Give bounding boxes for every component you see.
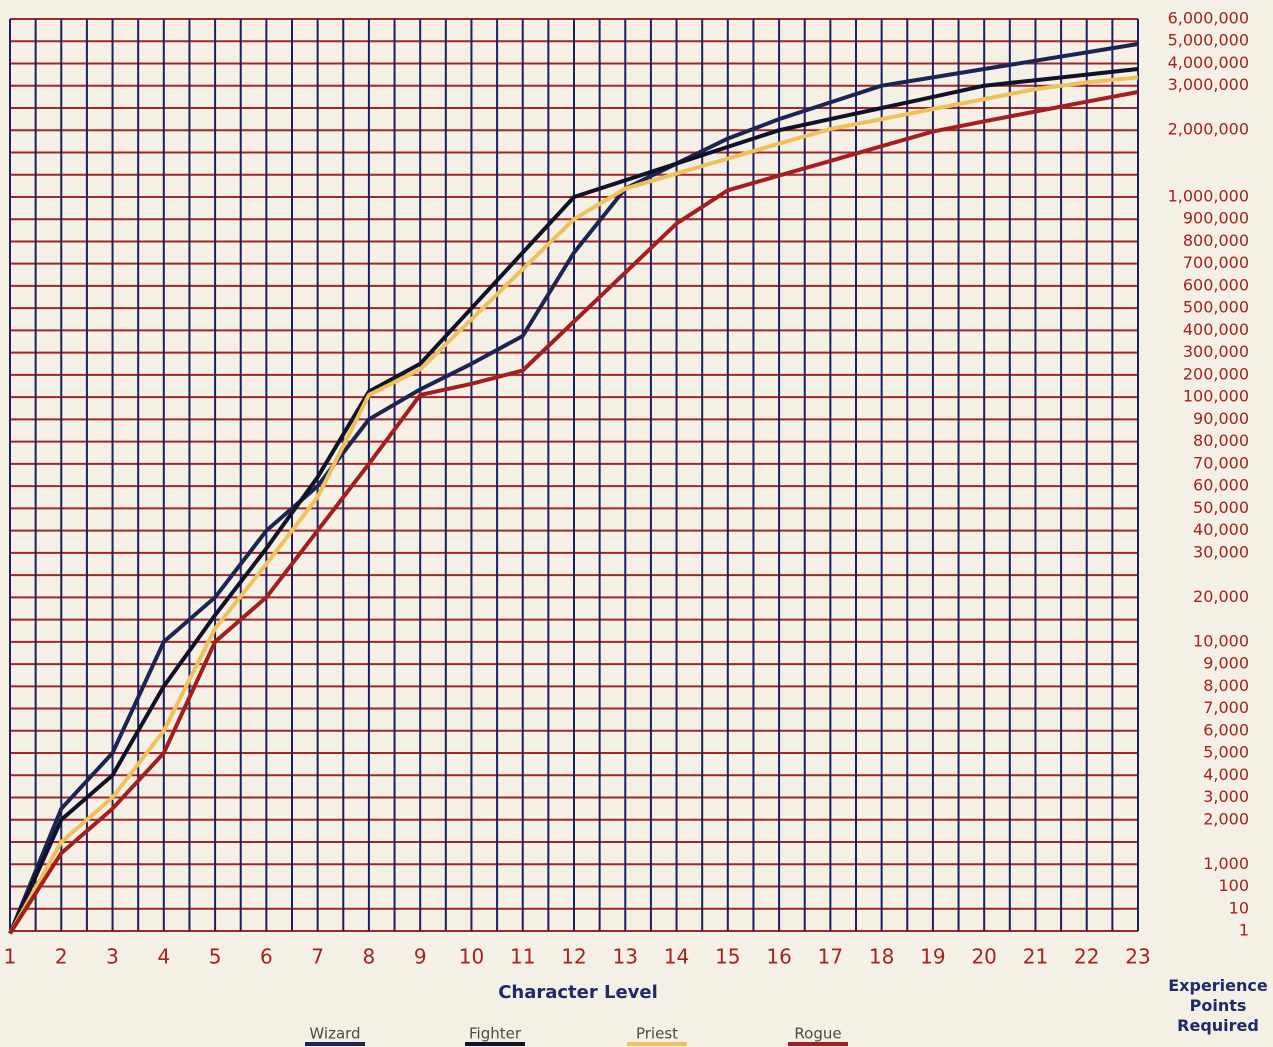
- y-tick-label: 3,000: [1203, 787, 1249, 806]
- y-tick-label: 700,000: [1183, 253, 1249, 272]
- y-tick-label: 5,000: [1203, 743, 1249, 762]
- x-tick-label: 10: [459, 945, 484, 969]
- y-tick-label: 4,000: [1203, 765, 1249, 784]
- y-tick-label: 30,000: [1193, 542, 1249, 561]
- y-tick-label: 800,000: [1183, 231, 1249, 250]
- x-tick-label: 18: [869, 945, 894, 969]
- y-tick-label: 2,000,000: [1168, 120, 1249, 139]
- y-tick-label: 4,000,000: [1168, 53, 1249, 72]
- y-tick-label: 50,000: [1193, 498, 1249, 517]
- legend-label: Wizard: [309, 1025, 360, 1043]
- x-tick-label: 20: [971, 945, 996, 969]
- x-axis-title: Character Level: [498, 982, 658, 1003]
- y-tick-label: 5,000,000: [1168, 31, 1249, 50]
- y-tick-label: 100: [1218, 876, 1249, 895]
- y-tick-label: 6,000: [1203, 720, 1249, 739]
- x-tick-label: 15: [715, 945, 740, 969]
- y-tick-label: 100,000: [1183, 387, 1249, 406]
- x-tick-label: 4: [157, 945, 170, 969]
- series-line: [8, 42, 1139, 935]
- x-tick-label: 16: [766, 945, 791, 969]
- y-tick-label: 10,000: [1193, 631, 1249, 650]
- y-tick-label: 10: [1229, 898, 1249, 917]
- y-tick-label: 300,000: [1183, 342, 1249, 361]
- x-tick-label: 8: [363, 945, 376, 969]
- y-tick-label: 9,000: [1203, 654, 1249, 673]
- y-tick-label: 2,000: [1203, 809, 1249, 828]
- y-tick-label: 70,000: [1193, 453, 1249, 472]
- y-tick-label: 1,000,000: [1168, 186, 1249, 205]
- legend-label: Rogue: [794, 1025, 841, 1043]
- y-tick-label: 1: [1239, 921, 1249, 940]
- x-tick-label: 21: [1023, 945, 1048, 969]
- y-tick-label: 1,000: [1203, 854, 1249, 873]
- x-tick-label: 12: [561, 945, 586, 969]
- x-tick-label: 7: [311, 945, 324, 969]
- y-tick-label: 900,000: [1183, 209, 1249, 228]
- x-tick-label: 5: [209, 945, 222, 969]
- y-tick-label: 200,000: [1183, 364, 1249, 383]
- x-tick-label: 13: [613, 945, 638, 969]
- y-tick-label: 3,000,000: [1168, 75, 1249, 94]
- x-tick-label: 19: [920, 945, 945, 969]
- y-tick-label: 20,000: [1193, 587, 1249, 606]
- x-tick-label: 9: [414, 945, 427, 969]
- y-tick-label: 8,000: [1203, 676, 1249, 695]
- y-tick-label: 80,000: [1193, 431, 1249, 450]
- x-tick-label: 23: [1125, 945, 1150, 969]
- y-tick-label: 7,000: [1203, 698, 1249, 717]
- legend-label: Fighter: [469, 1025, 522, 1043]
- grid: [9, 18, 1139, 932]
- x-tick-label: 22: [1074, 945, 1099, 969]
- x-tick-label: 3: [106, 945, 119, 969]
- y-tick-label: 40,000: [1193, 520, 1249, 539]
- y-tick-label: 500,000: [1183, 298, 1249, 317]
- x-tick-label: 11: [510, 945, 535, 969]
- y-tick-label: 60,000: [1193, 476, 1249, 495]
- y-tick-label: 400,000: [1183, 320, 1249, 339]
- legend-label: Priest: [636, 1025, 678, 1043]
- y-tick-label: 600,000: [1183, 275, 1249, 294]
- x-tick-label: 17: [818, 945, 843, 969]
- x-tick-label: 14: [664, 945, 689, 969]
- y-axis-title: Experience Points Required: [1168, 976, 1268, 1035]
- x-tick-label: 1: [4, 945, 17, 969]
- y-tick-label: 90,000: [1193, 409, 1249, 428]
- series-line: [8, 75, 1139, 935]
- series-line: [8, 67, 1139, 935]
- series-line: [8, 90, 1139, 935]
- x-tick-label: 2: [55, 945, 68, 969]
- x-tick-label: 6: [260, 945, 273, 969]
- y-tick-label: 6,000,000: [1168, 9, 1249, 28]
